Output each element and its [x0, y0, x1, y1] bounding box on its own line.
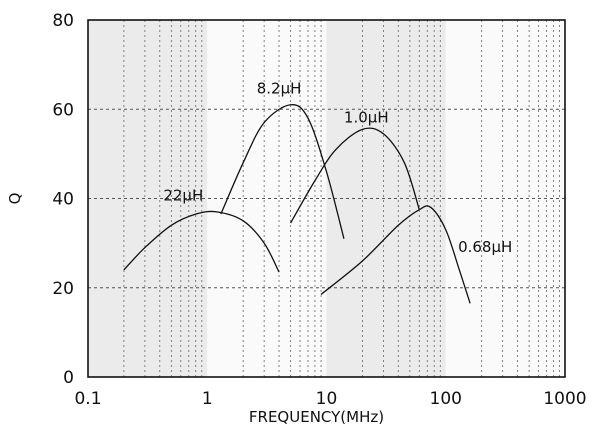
y-tick-label: 60: [52, 100, 74, 120]
plot-frame: [87, 19, 566, 378]
series-label-3: 0.68μH: [458, 238, 512, 256]
y-tick-label: 20: [52, 279, 74, 299]
decade-band: [326, 20, 446, 377]
x-tick-label: 1: [202, 389, 213, 409]
grid-lines: [88, 20, 565, 377]
x-tick-label: 10: [316, 389, 338, 409]
series-curves: [123, 104, 471, 304]
y-tick-label: 0: [63, 368, 74, 388]
series-curve-3: [320, 205, 471, 304]
y-tick-label: 80: [52, 11, 74, 31]
series-labels: 22μH 8.2μH 1.0μH 0.68μH: [163, 80, 512, 256]
tick-labels: 0.1 1 10 100 1000 0 20 40 60 80: [52, 11, 586, 409]
y-tick-label: 40: [52, 190, 74, 210]
series-label-2: 1.0μH: [344, 109, 389, 127]
x-tick-label: 0.1: [74, 389, 101, 409]
y-axis-title: Q: [6, 193, 24, 205]
series-curve-0: [123, 210, 280, 273]
x-axis-title: FREQUENCY(MHz): [249, 408, 384, 426]
series-curve-2: [290, 127, 420, 224]
decade-band: [445, 20, 565, 377]
decade-band: [207, 20, 327, 377]
series-label-1: 8.2μH: [257, 80, 302, 98]
series-label-0: 22μH: [163, 187, 203, 205]
x-tick-label: 1000: [543, 389, 586, 409]
series-curve-1: [220, 104, 345, 239]
x-tick-label: 100: [430, 389, 462, 409]
background-bands: [88, 20, 565, 377]
